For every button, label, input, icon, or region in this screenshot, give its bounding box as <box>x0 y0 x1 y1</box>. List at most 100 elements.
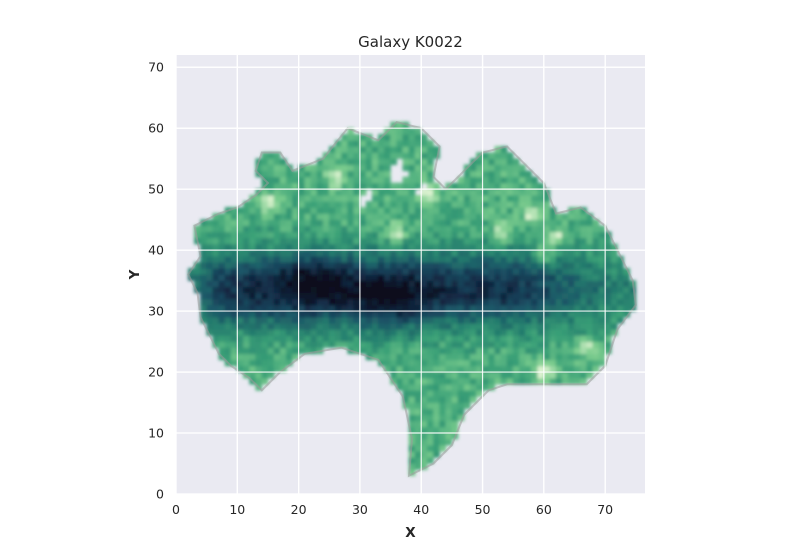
heatmap-cell <box>341 152 348 159</box>
heatmap-cell <box>555 274 563 281</box>
heatmap-cell <box>279 194 287 202</box>
heatmap-cell <box>316 237 324 245</box>
heatmap-cell <box>304 298 312 306</box>
heatmap-cell <box>561 365 569 373</box>
heatmap-cell <box>249 213 256 220</box>
heatmap-cell <box>537 201 545 208</box>
x-axis-ticks: 0 10 20 30 40 50 60 70 <box>172 502 613 517</box>
heatmap-cell <box>414 133 422 141</box>
heatmap-cell <box>500 286 508 294</box>
heatmap-cell <box>586 249 594 257</box>
heatmap-cell <box>445 365 453 373</box>
heatmap-cell <box>261 219 269 227</box>
heatmap-cell <box>292 176 299 184</box>
heatmap-cell <box>384 286 391 294</box>
heatmap-cell <box>598 292 606 300</box>
heatmap-cell <box>598 347 606 355</box>
heatmap-cell <box>482 371 489 379</box>
heatmap-cell <box>537 371 545 379</box>
heatmap-cell <box>549 280 557 287</box>
heatmap-cell <box>273 280 281 287</box>
heatmap-cell <box>604 310 612 318</box>
heatmap-cell <box>592 347 600 355</box>
heatmap-cell <box>580 262 588 269</box>
heatmap-cell <box>371 304 379 312</box>
heatmap-cell <box>267 207 275 214</box>
heatmap-cell <box>243 225 250 233</box>
heatmap-cell <box>255 329 263 336</box>
heatmap-cell <box>427 414 434 422</box>
y-tick-label: 0 <box>156 487 164 502</box>
heatmap-cell <box>543 298 551 306</box>
heatmap-cell <box>365 152 373 159</box>
heatmap-cell <box>433 268 440 275</box>
heatmap-cell <box>568 268 575 275</box>
heatmap-cell <box>414 274 422 281</box>
heatmap-cell <box>298 274 306 281</box>
heatmap-cell <box>414 390 422 397</box>
heatmap-cell <box>322 268 330 275</box>
heatmap-cell <box>555 353 563 361</box>
heatmap-cell <box>353 316 361 324</box>
heatmap-cell <box>402 280 410 287</box>
heatmap-cell <box>384 231 391 239</box>
heatmap-cell <box>500 347 508 355</box>
heatmap-cell <box>402 341 410 348</box>
heatmap-cell <box>249 243 256 251</box>
heatmap-cell <box>365 292 373 300</box>
heatmap-cell <box>555 347 563 355</box>
heatmap-cell <box>218 231 226 239</box>
heatmap-cell <box>494 225 502 233</box>
heatmap-cell <box>439 213 447 220</box>
heatmap-cell <box>347 170 355 178</box>
heatmap-cell <box>237 341 244 348</box>
heatmap-cell <box>218 298 226 306</box>
heatmap-cell <box>206 329 214 336</box>
heatmap-cell <box>519 298 526 306</box>
heatmap-cell <box>341 182 348 190</box>
heatmap-cell <box>561 341 569 348</box>
heatmap-cell <box>598 286 606 294</box>
heatmap-cell <box>396 213 404 220</box>
heatmap-cell <box>629 298 637 306</box>
heatmap-cell <box>574 255 581 263</box>
heatmap-cell <box>610 255 618 263</box>
heatmap-cell <box>261 322 269 330</box>
heatmap-cell <box>212 298 220 306</box>
heatmap-cell <box>353 133 361 141</box>
heatmap-cell <box>328 225 336 233</box>
heatmap-cell <box>414 371 422 379</box>
heatmap-cell <box>224 231 232 239</box>
heatmap-cell <box>457 402 465 409</box>
heatmap-cell <box>243 347 250 355</box>
heatmap-cell <box>427 451 434 458</box>
heatmap-cell <box>555 310 563 318</box>
heatmap-cell <box>463 359 471 367</box>
heatmap-cell <box>261 274 269 281</box>
heatmap-cell <box>414 255 422 263</box>
heatmap-cell <box>304 280 312 287</box>
heatmap-cell <box>353 231 361 239</box>
heatmap-cell <box>433 152 440 159</box>
heatmap-cell <box>561 280 569 287</box>
heatmap-cell <box>592 255 600 263</box>
heatmap-cell <box>206 286 214 294</box>
heatmap-cell <box>267 316 275 324</box>
heatmap-cell <box>292 347 299 355</box>
heatmap-cell <box>408 164 416 172</box>
heatmap-cell <box>451 359 459 367</box>
heatmap-cell <box>304 170 312 178</box>
heatmap-cell <box>261 243 269 251</box>
heatmap-cell <box>279 207 287 214</box>
heatmap-cell <box>482 286 489 294</box>
heatmap-cell <box>525 341 532 348</box>
heatmap-cell <box>427 140 434 147</box>
heatmap-cell <box>549 243 557 251</box>
heatmap-cell <box>304 237 312 245</box>
heatmap-cell <box>433 292 440 300</box>
heatmap-cell <box>316 274 324 281</box>
heatmap-cell <box>476 249 483 257</box>
heatmap-cell <box>255 201 263 208</box>
heatmap-cell <box>402 237 410 245</box>
heatmap-cell <box>218 347 226 355</box>
